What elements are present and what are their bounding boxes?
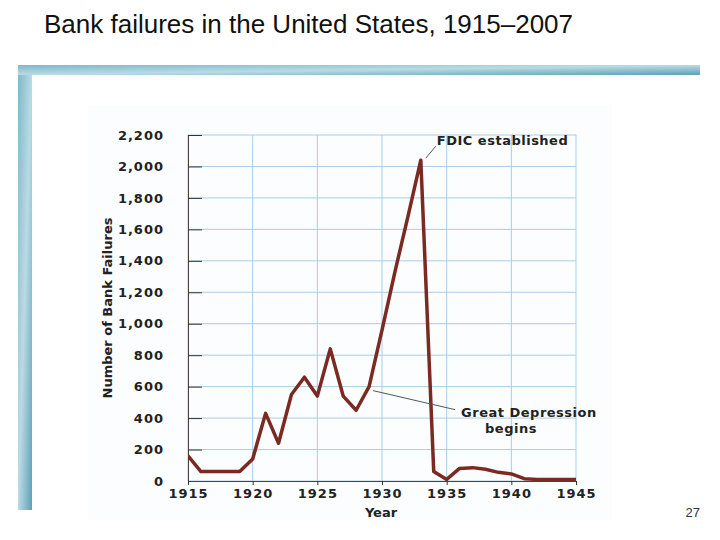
y-axis-line: [188, 136, 189, 482]
plot-marks: [188, 160, 576, 479]
y-tick-mark: [188, 355, 202, 356]
x-tick-mark: [576, 481, 577, 485]
y-tick-label: 1,000: [118, 316, 164, 331]
y-tick: 200: [134, 442, 202, 457]
y-tick-mark: [188, 261, 202, 262]
x-axis-title: Year: [364, 505, 398, 520]
y-tick: 400: [134, 411, 202, 426]
x-tick: 1945: [556, 481, 596, 501]
x-tick-label: 1920: [233, 486, 273, 501]
data-line: [188, 160, 576, 479]
y-tick-label: 400: [134, 411, 164, 426]
y-tick-mark: [188, 450, 202, 451]
grid-line-x: [252, 135, 253, 481]
y-tick: 1,000: [118, 316, 202, 331]
annotation-leader: [373, 391, 455, 410]
grid-line-x: [576, 135, 577, 481]
x-tick: 1930: [362, 481, 402, 501]
x-tick-label: 1915: [168, 486, 208, 501]
slide: Bank failures in the United States, 1915…: [0, 0, 720, 540]
y-tick-mark: [188, 324, 202, 325]
grid: [188, 135, 576, 481]
y-tick: 2,200: [118, 128, 202, 143]
x-tick-label: 1930: [362, 486, 402, 501]
x-tick-mark: [447, 481, 448, 485]
y-tick-label: 2,200: [118, 128, 164, 143]
x-tick: 1940: [492, 481, 532, 501]
y-tick-label: 600: [134, 379, 164, 394]
y-tick-mark: [188, 166, 202, 167]
x-axis: 1915 1920 1925 1930 1935 1940 1945: [168, 481, 596, 501]
x-tick-mark: [188, 481, 189, 485]
x-tick-label: 1940: [492, 486, 532, 501]
grid-line-x: [382, 135, 383, 481]
y-tick-mark: [188, 387, 202, 388]
annotation-leader: [426, 146, 436, 158]
y-tick-mark: [188, 135, 202, 136]
annotation-label: FDIC established: [437, 133, 568, 148]
x-tick: 1935: [427, 481, 467, 501]
x-tick: 1925: [298, 481, 338, 501]
top-band: [18, 65, 700, 75]
x-tick-label: 1935: [427, 486, 467, 501]
y-tick-label: 800: [134, 348, 164, 363]
y-tick: 800: [134, 348, 202, 363]
y-axis-title: Number of Bank Failures: [100, 217, 115, 398]
title: Bank failures in the United States, 1915…: [44, 9, 573, 39]
grid-line-x: [446, 135, 447, 481]
y-tick: 1,600: [118, 222, 202, 237]
y-tick-mark: [188, 198, 202, 199]
x-tick-label: 1925: [298, 486, 338, 501]
y-tick-label: 1,400: [118, 253, 164, 268]
slide-number: 27: [686, 505, 700, 520]
y-tick-label: 1,200: [118, 285, 164, 300]
y-tick-label: 0: [154, 474, 164, 489]
y-tick: 1,400: [118, 253, 202, 268]
x-tick-mark: [511, 481, 512, 485]
y-tick-label: 200: [134, 442, 164, 457]
y-tick: 1,200: [118, 285, 202, 300]
chart-panel: [88, 105, 612, 520]
annotations: FDIC established Great Depressionbegins: [373, 133, 597, 435]
y-tick-label: 1,800: [118, 191, 164, 206]
grid-line-x: [188, 135, 189, 481]
annotation-label: Great Depressionbegins: [461, 405, 597, 436]
left-band: [18, 65, 32, 510]
y-tick: 2,000: [118, 159, 202, 174]
y-tick-label: 2,000: [118, 159, 164, 174]
x-tick-mark: [382, 481, 383, 485]
y-tick-mark: [188, 292, 202, 293]
y-axis: 0 200 400 600 800 1,000 1,200 1,400 1,600 1,800 2,…: [118, 128, 202, 489]
y-tick-mark: [188, 229, 202, 230]
x-tick: 1915: [168, 481, 208, 501]
x-tick: 1920: [233, 481, 273, 501]
grid-line-x: [317, 135, 318, 481]
x-tick-mark: [253, 481, 254, 485]
y-tick: 600: [134, 379, 202, 394]
x-tick-mark: [317, 481, 318, 485]
y-tick-label: 1,600: [118, 222, 164, 237]
x-tick-label: 1945: [556, 486, 596, 501]
y-tick: 1,800: [118, 191, 202, 206]
y-tick-mark: [188, 418, 202, 419]
